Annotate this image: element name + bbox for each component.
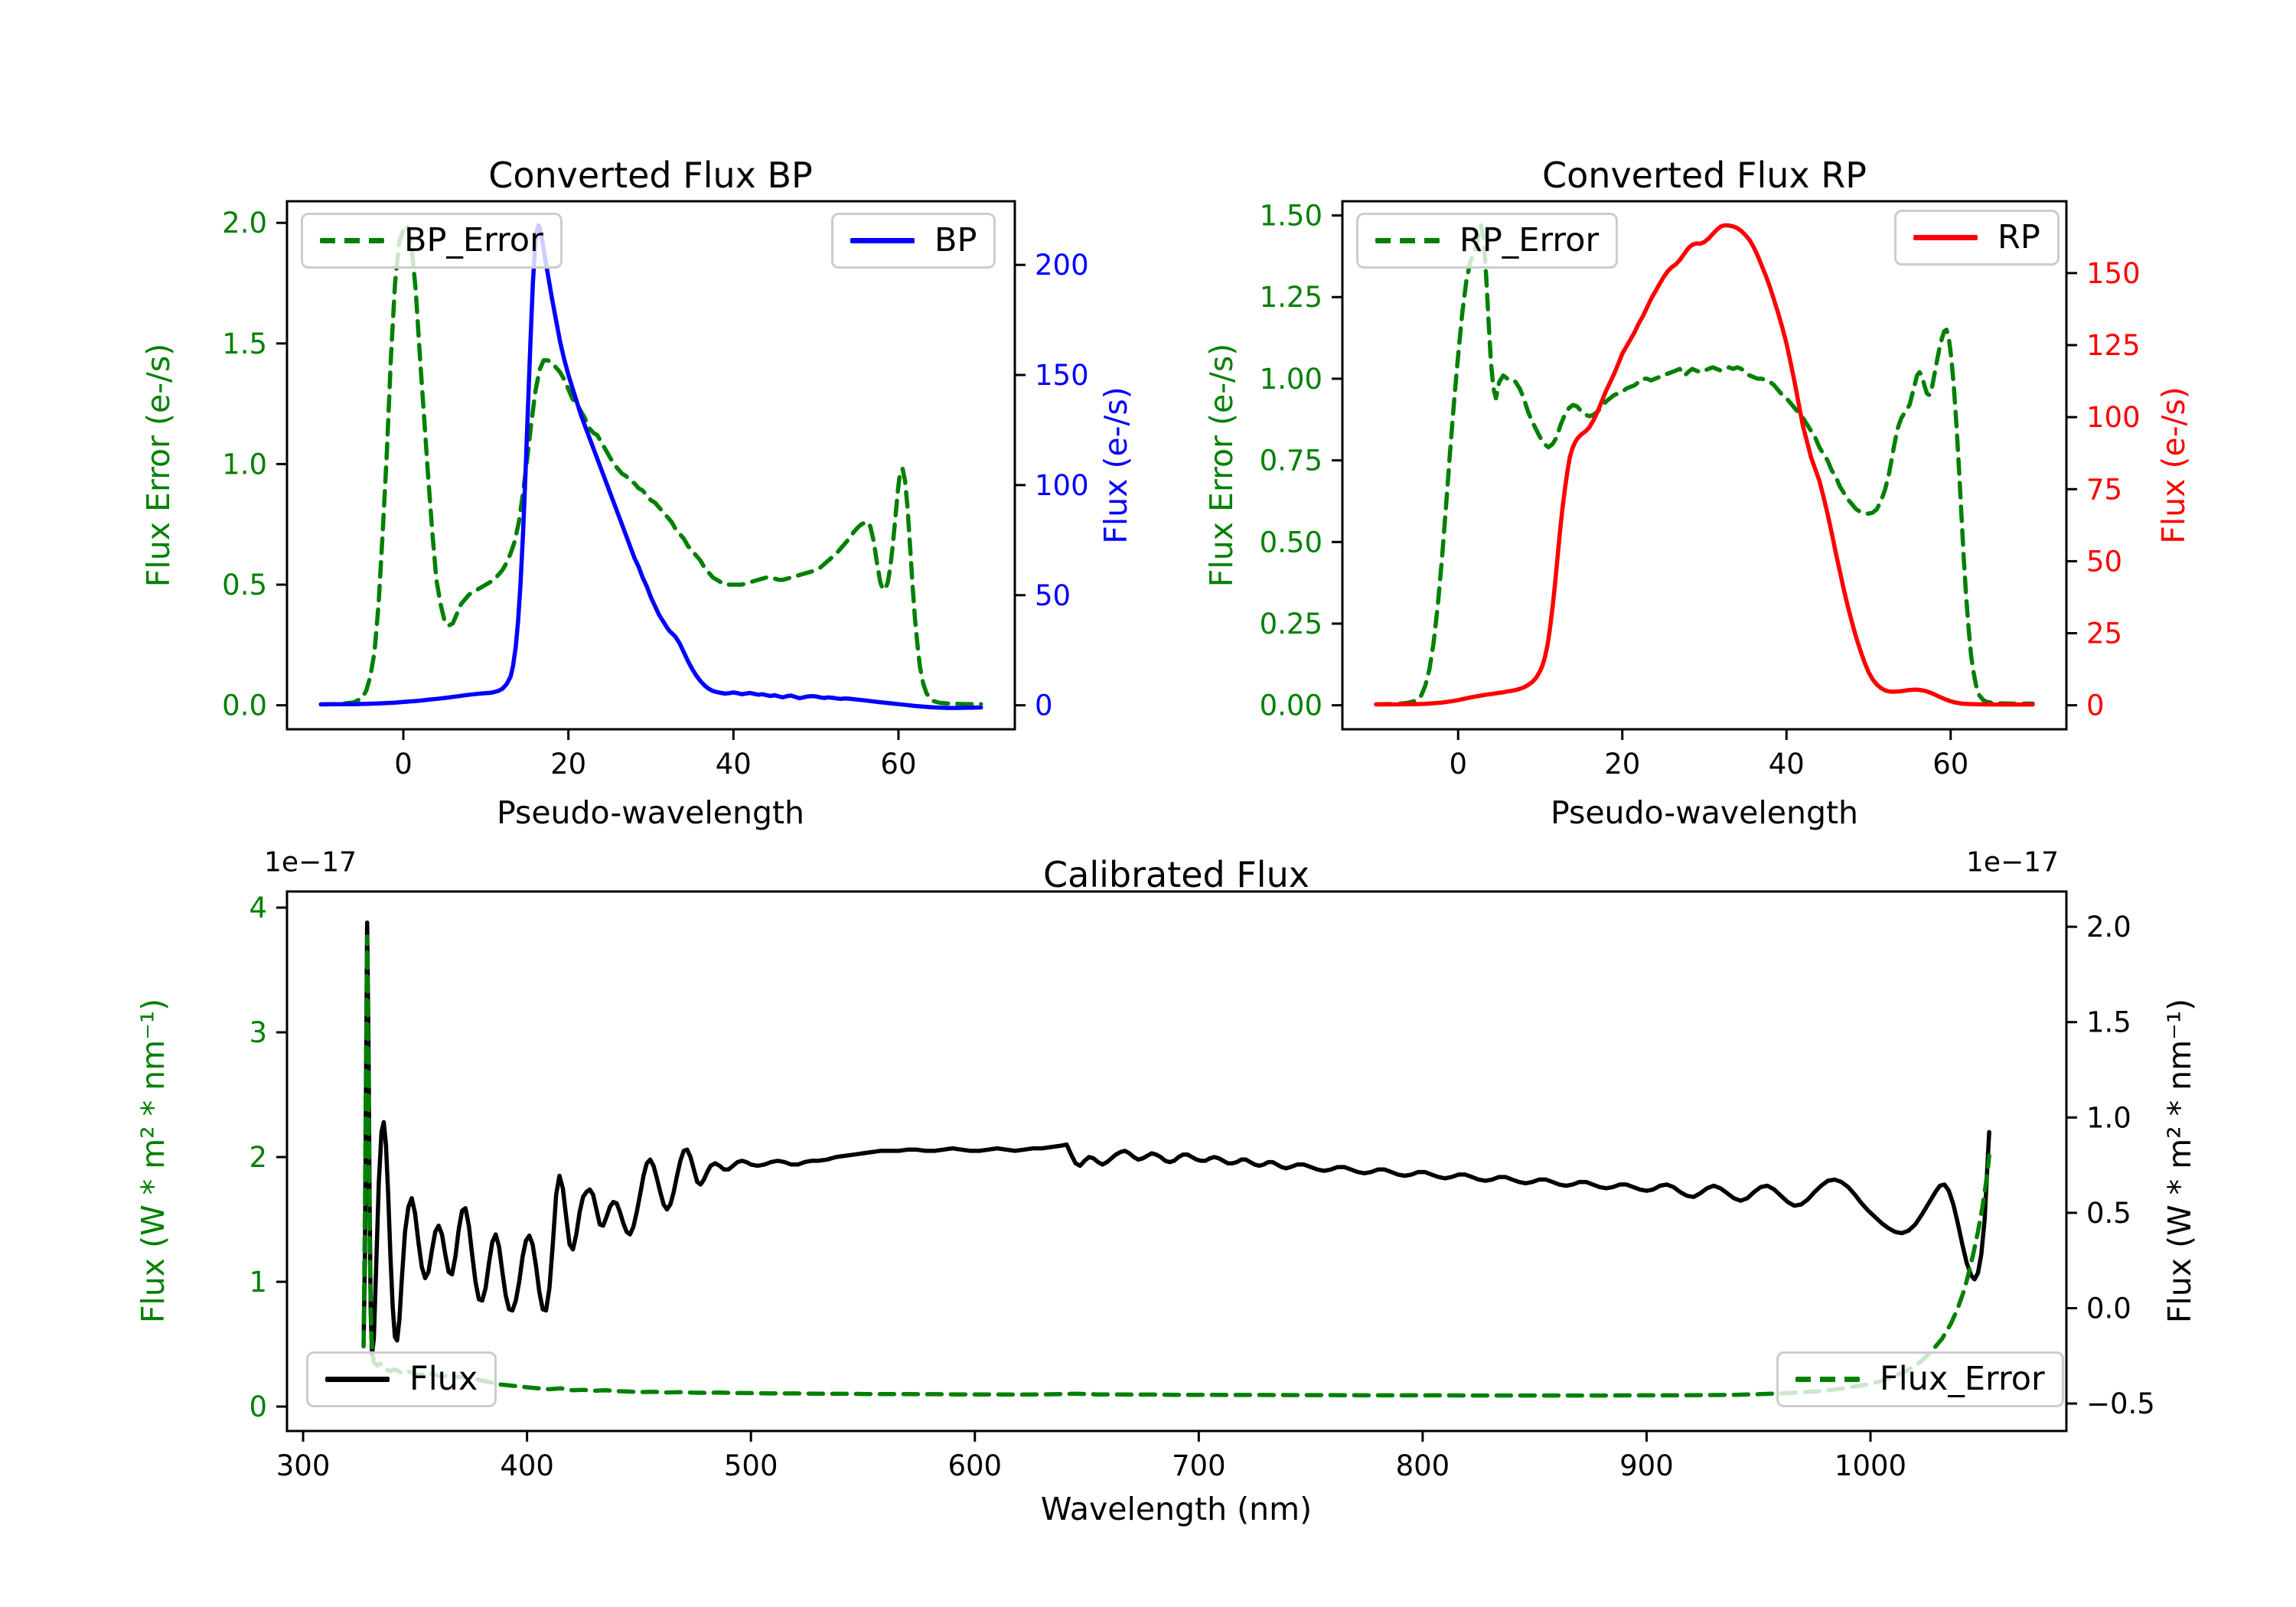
rp-y-tick-label-left: 0.00 bbox=[1260, 689, 1322, 722]
rp-y-tick-label-left: 1.00 bbox=[1260, 363, 1322, 396]
xlabel-cal: Wavelength (nm) bbox=[1040, 1491, 1313, 1527]
rp-y-tick-label-left: 0.25 bbox=[1260, 608, 1322, 641]
bp-x-tick-label: 0 bbox=[394, 748, 413, 781]
bp-x-tick-label: 60 bbox=[880, 748, 916, 781]
offset-text-right: 1e−17 bbox=[1965, 846, 2059, 878]
cal-x-tick-label: 300 bbox=[276, 1449, 331, 1482]
bp-legend-label: BP bbox=[934, 221, 977, 259]
bp-error-legend-label: BP_Error bbox=[404, 221, 543, 259]
flux-legend-line-sample bbox=[325, 1377, 390, 1382]
bp-x-tick-label: 20 bbox=[550, 748, 586, 781]
bp-y-tick-label-right: 200 bbox=[1035, 249, 1089, 282]
cal-x-tick-label: 1000 bbox=[1835, 1449, 1906, 1482]
rp-legend-label: RP bbox=[1998, 218, 2040, 256]
cal-x-tick-label: 800 bbox=[1396, 1449, 1450, 1482]
ylabel-rp-right: Flux (e-/s) bbox=[2155, 386, 2192, 544]
cal-y-tick-label-right: 2.0 bbox=[2086, 911, 2131, 944]
bp-y-tick-label-left: 0.0 bbox=[222, 689, 267, 722]
offset-text-left: 1e−17 bbox=[264, 846, 357, 878]
cal-y-tick-label-left: 2 bbox=[249, 1141, 267, 1174]
flux-error-legend-line-sample bbox=[1795, 1377, 1860, 1382]
bp-legend-line-sample bbox=[850, 238, 915, 243]
ylabel-bp-left: Flux Error (e-/s) bbox=[140, 343, 177, 588]
cal-y-tick-label-left: 1 bbox=[249, 1266, 267, 1299]
ylabel-bp-right: Flux (e-/s) bbox=[1097, 386, 1134, 544]
legend-rp-error: RP_Error bbox=[1356, 213, 1619, 269]
bp-y-tick-label-right: 0 bbox=[1035, 689, 1053, 722]
rp-y-tick-label-left: 1.50 bbox=[1260, 200, 1322, 233]
title-cal: Calibrated Flux bbox=[1043, 854, 1309, 895]
legend-flux: Flux bbox=[306, 1351, 497, 1407]
bp-y-tick-label-right: 50 bbox=[1035, 579, 1071, 612]
ylabel-rp-left: Flux Error (e-/s) bbox=[1203, 343, 1240, 588]
cal-y-tick-label-right: 1.5 bbox=[2086, 1006, 2131, 1039]
rp-y-tick-label-right: 25 bbox=[2086, 618, 2122, 650]
rp-x-tick-label: 40 bbox=[1769, 748, 1805, 781]
bp-y-tick-label-right: 150 bbox=[1035, 359, 1089, 392]
legend-bp-error: BP_Error bbox=[301, 213, 563, 269]
cal-y-tick-label-left: 0 bbox=[249, 1390, 267, 1423]
legend-flux-error: Flux_Error bbox=[1776, 1351, 2064, 1407]
flux-legend-label: Flux bbox=[409, 1360, 478, 1398]
rp-y-tick-label-right: 100 bbox=[2086, 401, 2141, 434]
rp-error-legend-line-sample bbox=[1375, 238, 1440, 243]
rp-legend-line-sample bbox=[1913, 235, 1978, 240]
legend-bp: BP bbox=[831, 213, 996, 269]
cal-x-tick-label: 400 bbox=[500, 1449, 554, 1482]
rp-y-tick-label-left: 0.50 bbox=[1260, 526, 1322, 559]
bp-y-tick-label-left: 1.5 bbox=[222, 328, 267, 360]
ylabel-cal-left: Flux (W * m² * nm⁻¹) bbox=[135, 998, 171, 1324]
bp-y-tick-label-left: 0.5 bbox=[222, 569, 267, 601]
rp-y-tick-label-right: 75 bbox=[2086, 473, 2122, 506]
rp-error-curve bbox=[1374, 223, 2035, 707]
rp-x-tick-label: 20 bbox=[1604, 748, 1640, 781]
rp-y-tick-label-left: 0.75 bbox=[1260, 445, 1322, 478]
ylabel-cal-right: Flux (W * m² * nm⁻¹) bbox=[2161, 998, 2198, 1324]
cal-y-tick-label-left: 4 bbox=[249, 892, 267, 924]
rp-y-tick-label-left: 1.25 bbox=[1260, 281, 1322, 314]
cal-y-tick-label-right: 0.0 bbox=[2086, 1292, 2131, 1325]
title-rp: Converted Flux RP bbox=[1542, 155, 1867, 196]
bp-curve bbox=[318, 223, 983, 710]
rp-plot-area bbox=[1374, 223, 2035, 707]
flux-error-curve bbox=[361, 934, 1991, 1398]
rp-axes-spines bbox=[1341, 200, 2068, 731]
cal-y-tick-label-right: −0.5 bbox=[2086, 1387, 2155, 1420]
bp-y-tick-label-right: 100 bbox=[1035, 469, 1089, 502]
cal-y-tick-label-right: 1.0 bbox=[2086, 1101, 2131, 1134]
flux-curve bbox=[361, 920, 1991, 1357]
rp-y-tick-label-right: 0 bbox=[2086, 689, 2105, 722]
bp-x-tick-label: 40 bbox=[716, 748, 752, 781]
bp-plot-area bbox=[318, 223, 983, 710]
cal-x-tick-label: 700 bbox=[1172, 1449, 1226, 1482]
cal-x-tick-label: 500 bbox=[724, 1449, 778, 1482]
cal-x-tick-label: 900 bbox=[1619, 1449, 1674, 1482]
cal-axes-spines bbox=[285, 890, 2068, 1433]
bp-y-tick-label-left: 1.0 bbox=[222, 448, 267, 481]
bp-axes-spines bbox=[285, 200, 1016, 731]
cal-y-tick-label-right: 0.5 bbox=[2086, 1197, 2131, 1230]
legend-rp: RP bbox=[1894, 210, 2060, 266]
cal-x-tick-label: 600 bbox=[947, 1449, 1002, 1482]
rp-x-tick-label: 0 bbox=[1449, 748, 1467, 781]
rp-curve bbox=[1374, 223, 2035, 707]
cal-y-tick-label-left: 3 bbox=[249, 1016, 267, 1049]
rp-error-legend-label: RP_Error bbox=[1459, 221, 1600, 259]
rp-y-tick-label-right: 150 bbox=[2086, 257, 2141, 290]
xlabel-rp: Pseudo-wavelength bbox=[1550, 794, 1859, 831]
rp-x-tick-label: 60 bbox=[1932, 748, 1968, 781]
bp-y-tick-label-left: 2.0 bbox=[222, 207, 267, 240]
flux-error-legend-label: Flux_Error bbox=[1880, 1360, 2045, 1398]
bp-error-legend-line-sample bbox=[320, 238, 384, 243]
rp-y-tick-label-right: 125 bbox=[2086, 329, 2141, 362]
cal-plot-area bbox=[361, 920, 1991, 1398]
title-bp: Converted Flux BP bbox=[488, 155, 813, 196]
xlabel-bp: Pseudo-wavelength bbox=[496, 794, 805, 831]
rp-y-tick-label-right: 50 bbox=[2086, 545, 2122, 578]
bp-error-curve bbox=[318, 223, 983, 707]
